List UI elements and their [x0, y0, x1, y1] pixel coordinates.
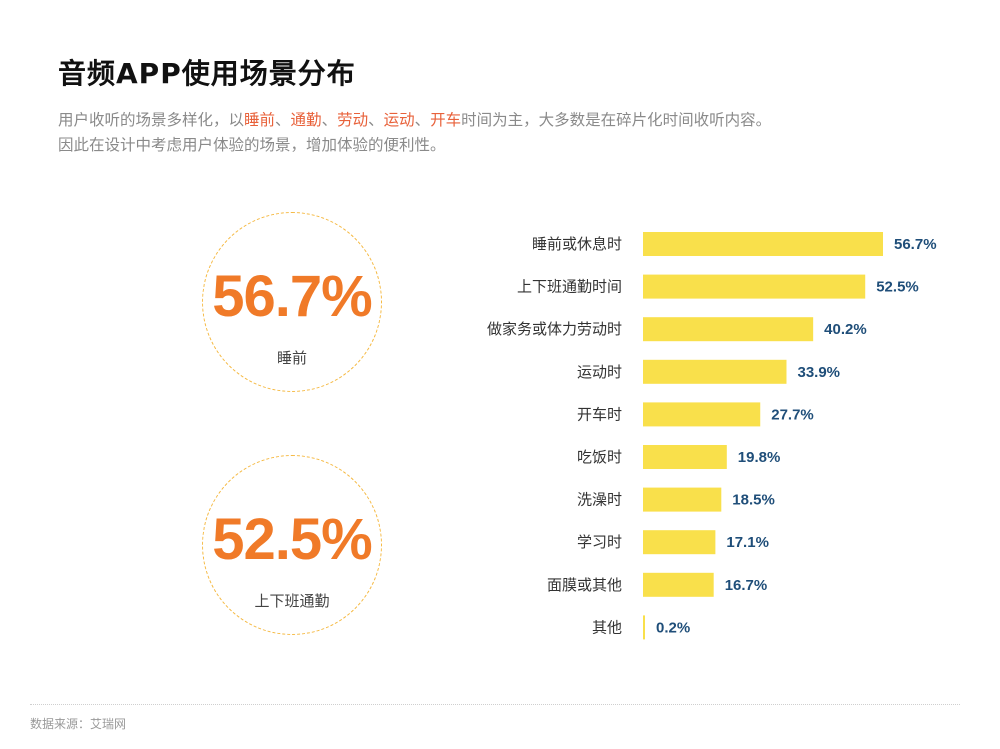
category-label: 洗澡时: [577, 491, 622, 509]
bar: [643, 317, 814, 342]
highlight-label: 上下班通勤: [254, 592, 330, 610]
category-label: 面膜或其他: [547, 576, 622, 594]
bar: [643, 445, 727, 469]
bar: [643, 572, 714, 597]
highlight-value: 56.7%: [212, 264, 372, 329]
description-text: 、: [414, 111, 431, 129]
page-title: 音频APP使用场景分布: [58, 57, 356, 90]
bar: [643, 359, 787, 384]
category-label: 做家务或体力劳动时: [487, 320, 622, 338]
description-text: 、: [321, 111, 338, 129]
value-label: 52.5%: [876, 279, 919, 296]
value-label: 27.7%: [771, 406, 814, 423]
value-label: 40.2%: [824, 321, 867, 338]
value-label: 0.2%: [656, 619, 690, 636]
scenario-bar-chart: 睡前或休息时 56.7% 上下班通勤时间 52.5% 做家务或体力劳动时 40.2% 运动时…: [487, 232, 937, 640]
value-label: 19.8%: [738, 449, 781, 466]
footer-divider: [30, 704, 960, 705]
value-label: 17.1%: [726, 534, 769, 551]
description-text: 时间为主，大多数是在碎片化时间收听内容。: [461, 111, 772, 129]
category-label: 开车时: [577, 405, 622, 423]
description-line-1: 用户收听的场景多样化，以睡前、通勤、劳动、运动、开车时间为主，大多数是在碎片化时…: [58, 108, 958, 133]
bar: [643, 530, 716, 555]
highlight-keyword: 运动: [383, 111, 415, 129]
highlight-value: 52.5%: [212, 507, 372, 572]
value-label: 18.5%: [732, 492, 775, 509]
description-text: 、: [275, 111, 291, 129]
highlight-keyword: 劳动: [337, 111, 369, 129]
highlight-circle-commute: 52.5% 上下班通勤: [202, 455, 382, 635]
category-label: 上下班通勤时间: [517, 278, 622, 296]
category-label: 学习时: [577, 533, 622, 551]
description: 用户收听的场景多样化，以睡前、通勤、劳动、运动、开车时间为主，大多数是在碎片化时…: [58, 108, 958, 158]
bar: [643, 487, 722, 512]
category-label: 吃饭时: [577, 448, 622, 466]
description-line-2: 因此在设计中考虑用户体验的场景，增加体验的便利性。: [58, 136, 446, 154]
bar: [643, 232, 883, 256]
highlight-keyword: 睡前: [244, 111, 276, 129]
description-text: 用户收听的场景多样化，以: [58, 111, 245, 129]
description-text: 、: [368, 111, 384, 129]
category-label: 其他: [592, 618, 622, 636]
value-label: 16.7%: [725, 577, 768, 594]
category-label: 睡前或休息时: [532, 235, 622, 253]
value-label: 33.9%: [797, 364, 840, 381]
highlight-keyword: 开车: [430, 111, 462, 129]
data-source: 数据来源：艾瑞网: [30, 717, 127, 731]
category-label: 运动时: [577, 363, 622, 381]
value-label: 56.7%: [894, 236, 937, 253]
bar: [643, 615, 645, 640]
highlight-keyword: 通勤: [290, 111, 322, 129]
bar: [643, 402, 761, 427]
bar: [643, 274, 866, 299]
highlight-circle-sleep: 56.7% 睡前: [202, 212, 382, 392]
highlight-label: 睡前: [276, 349, 307, 367]
